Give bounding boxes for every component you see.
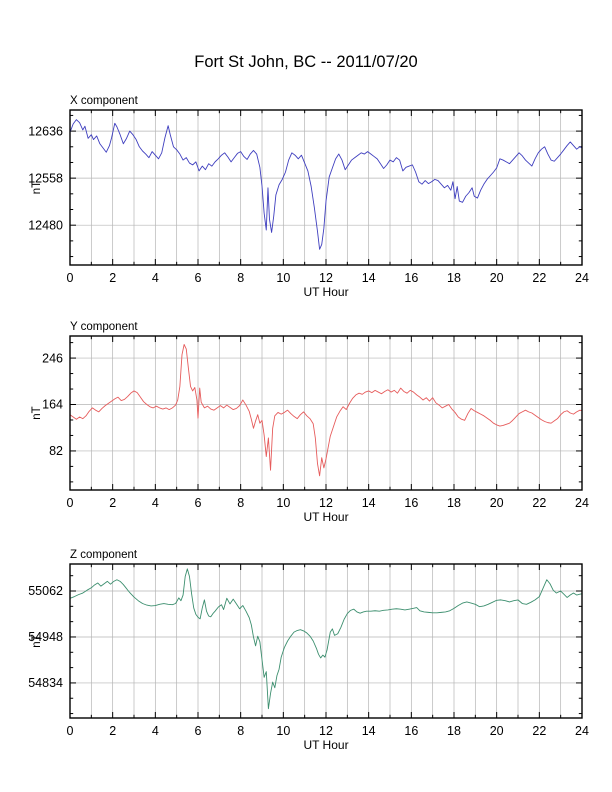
axis-ticks [69, 336, 583, 490]
x-tick-label: 12 [319, 496, 333, 510]
y-axis-title: nT [31, 181, 43, 194]
y-tick-label: 246 [42, 351, 63, 365]
plot-frame [69, 109, 583, 266]
x-tick-label: 8 [237, 496, 244, 510]
x-tick-label: 4 [152, 496, 159, 510]
y-tick-label: 164 [42, 398, 63, 412]
x-tick-label: 16 [404, 724, 418, 738]
x-tick-label: 20 [490, 271, 504, 285]
page-title: Fort St John, BC -- 2011/07/20 [194, 53, 418, 71]
y-tick-label: 82 [49, 444, 63, 458]
x-tick-label: 6 [195, 724, 202, 738]
x-series-line [69, 119, 583, 250]
x-tick-label: 16 [404, 496, 418, 510]
x-tick-label: 24 [575, 724, 589, 738]
x-tick-label: 0 [67, 724, 74, 738]
y-axis-title: nT [31, 634, 43, 647]
x-tick-label: 6 [195, 271, 202, 285]
x-tick-label: 12 [319, 271, 333, 285]
x-axis-title: UT Hour [303, 738, 348, 752]
grid-lines [70, 564, 582, 718]
plot-frame [69, 335, 583, 491]
x-tick-label: 12 [319, 724, 333, 738]
panel-title: X component [70, 95, 139, 107]
grid-lines [70, 336, 582, 490]
y-tick-label: 55062 [28, 584, 63, 598]
x-tick-label: 24 [575, 496, 589, 510]
x-tick-label: 2 [109, 271, 116, 285]
y-tick-label: 12558 [28, 171, 63, 185]
x-tick-label: 22 [532, 271, 546, 285]
x-tick-label: 14 [362, 724, 376, 738]
x-tick-label: 4 [152, 271, 159, 285]
x-tick-label: 20 [490, 724, 504, 738]
x-tick-label: 24 [575, 271, 589, 285]
x-axis-title: UT Hour [303, 510, 348, 524]
x-tick-label: 16 [404, 271, 418, 285]
x-tick-label: 10 [276, 496, 290, 510]
x-tick-label: 18 [447, 496, 461, 510]
x-tick-label: 6 [195, 496, 202, 510]
x-tick-label: 22 [532, 724, 546, 738]
x-tick-label: 8 [237, 724, 244, 738]
x-tick-label: 10 [276, 724, 290, 738]
y-series-line [69, 344, 583, 477]
x-axis-title: UT Hour [303, 285, 348, 299]
x-tick-label: 0 [67, 496, 74, 510]
x-tick-label: 8 [237, 271, 244, 285]
x-tick-label: 10 [276, 271, 290, 285]
x-tick-label: 20 [490, 496, 504, 510]
x-tick-label: 4 [152, 724, 159, 738]
x-tick-label: 2 [109, 724, 116, 738]
x-tick-label: 18 [447, 724, 461, 738]
plot-frame [69, 563, 583, 719]
y-tick-label: 54834 [28, 676, 63, 690]
y-axis-title: nT [31, 406, 43, 419]
x-tick-label: 0 [67, 271, 74, 285]
panel-title: Z component [70, 549, 138, 561]
x-tick-label: 14 [362, 271, 376, 285]
x-tick-label: 22 [532, 496, 546, 510]
y-tick-label: 12480 [28, 218, 63, 232]
y-tick-label: 54948 [28, 630, 63, 644]
panel-title: Y component [70, 321, 138, 333]
x-tick-label: 2 [109, 496, 116, 510]
x-tick-label: 14 [362, 496, 376, 510]
x-tick-label: 18 [447, 271, 461, 285]
grid-lines [70, 110, 582, 265]
z-series-line [69, 568, 583, 710]
y-tick-label: 12636 [28, 124, 63, 138]
